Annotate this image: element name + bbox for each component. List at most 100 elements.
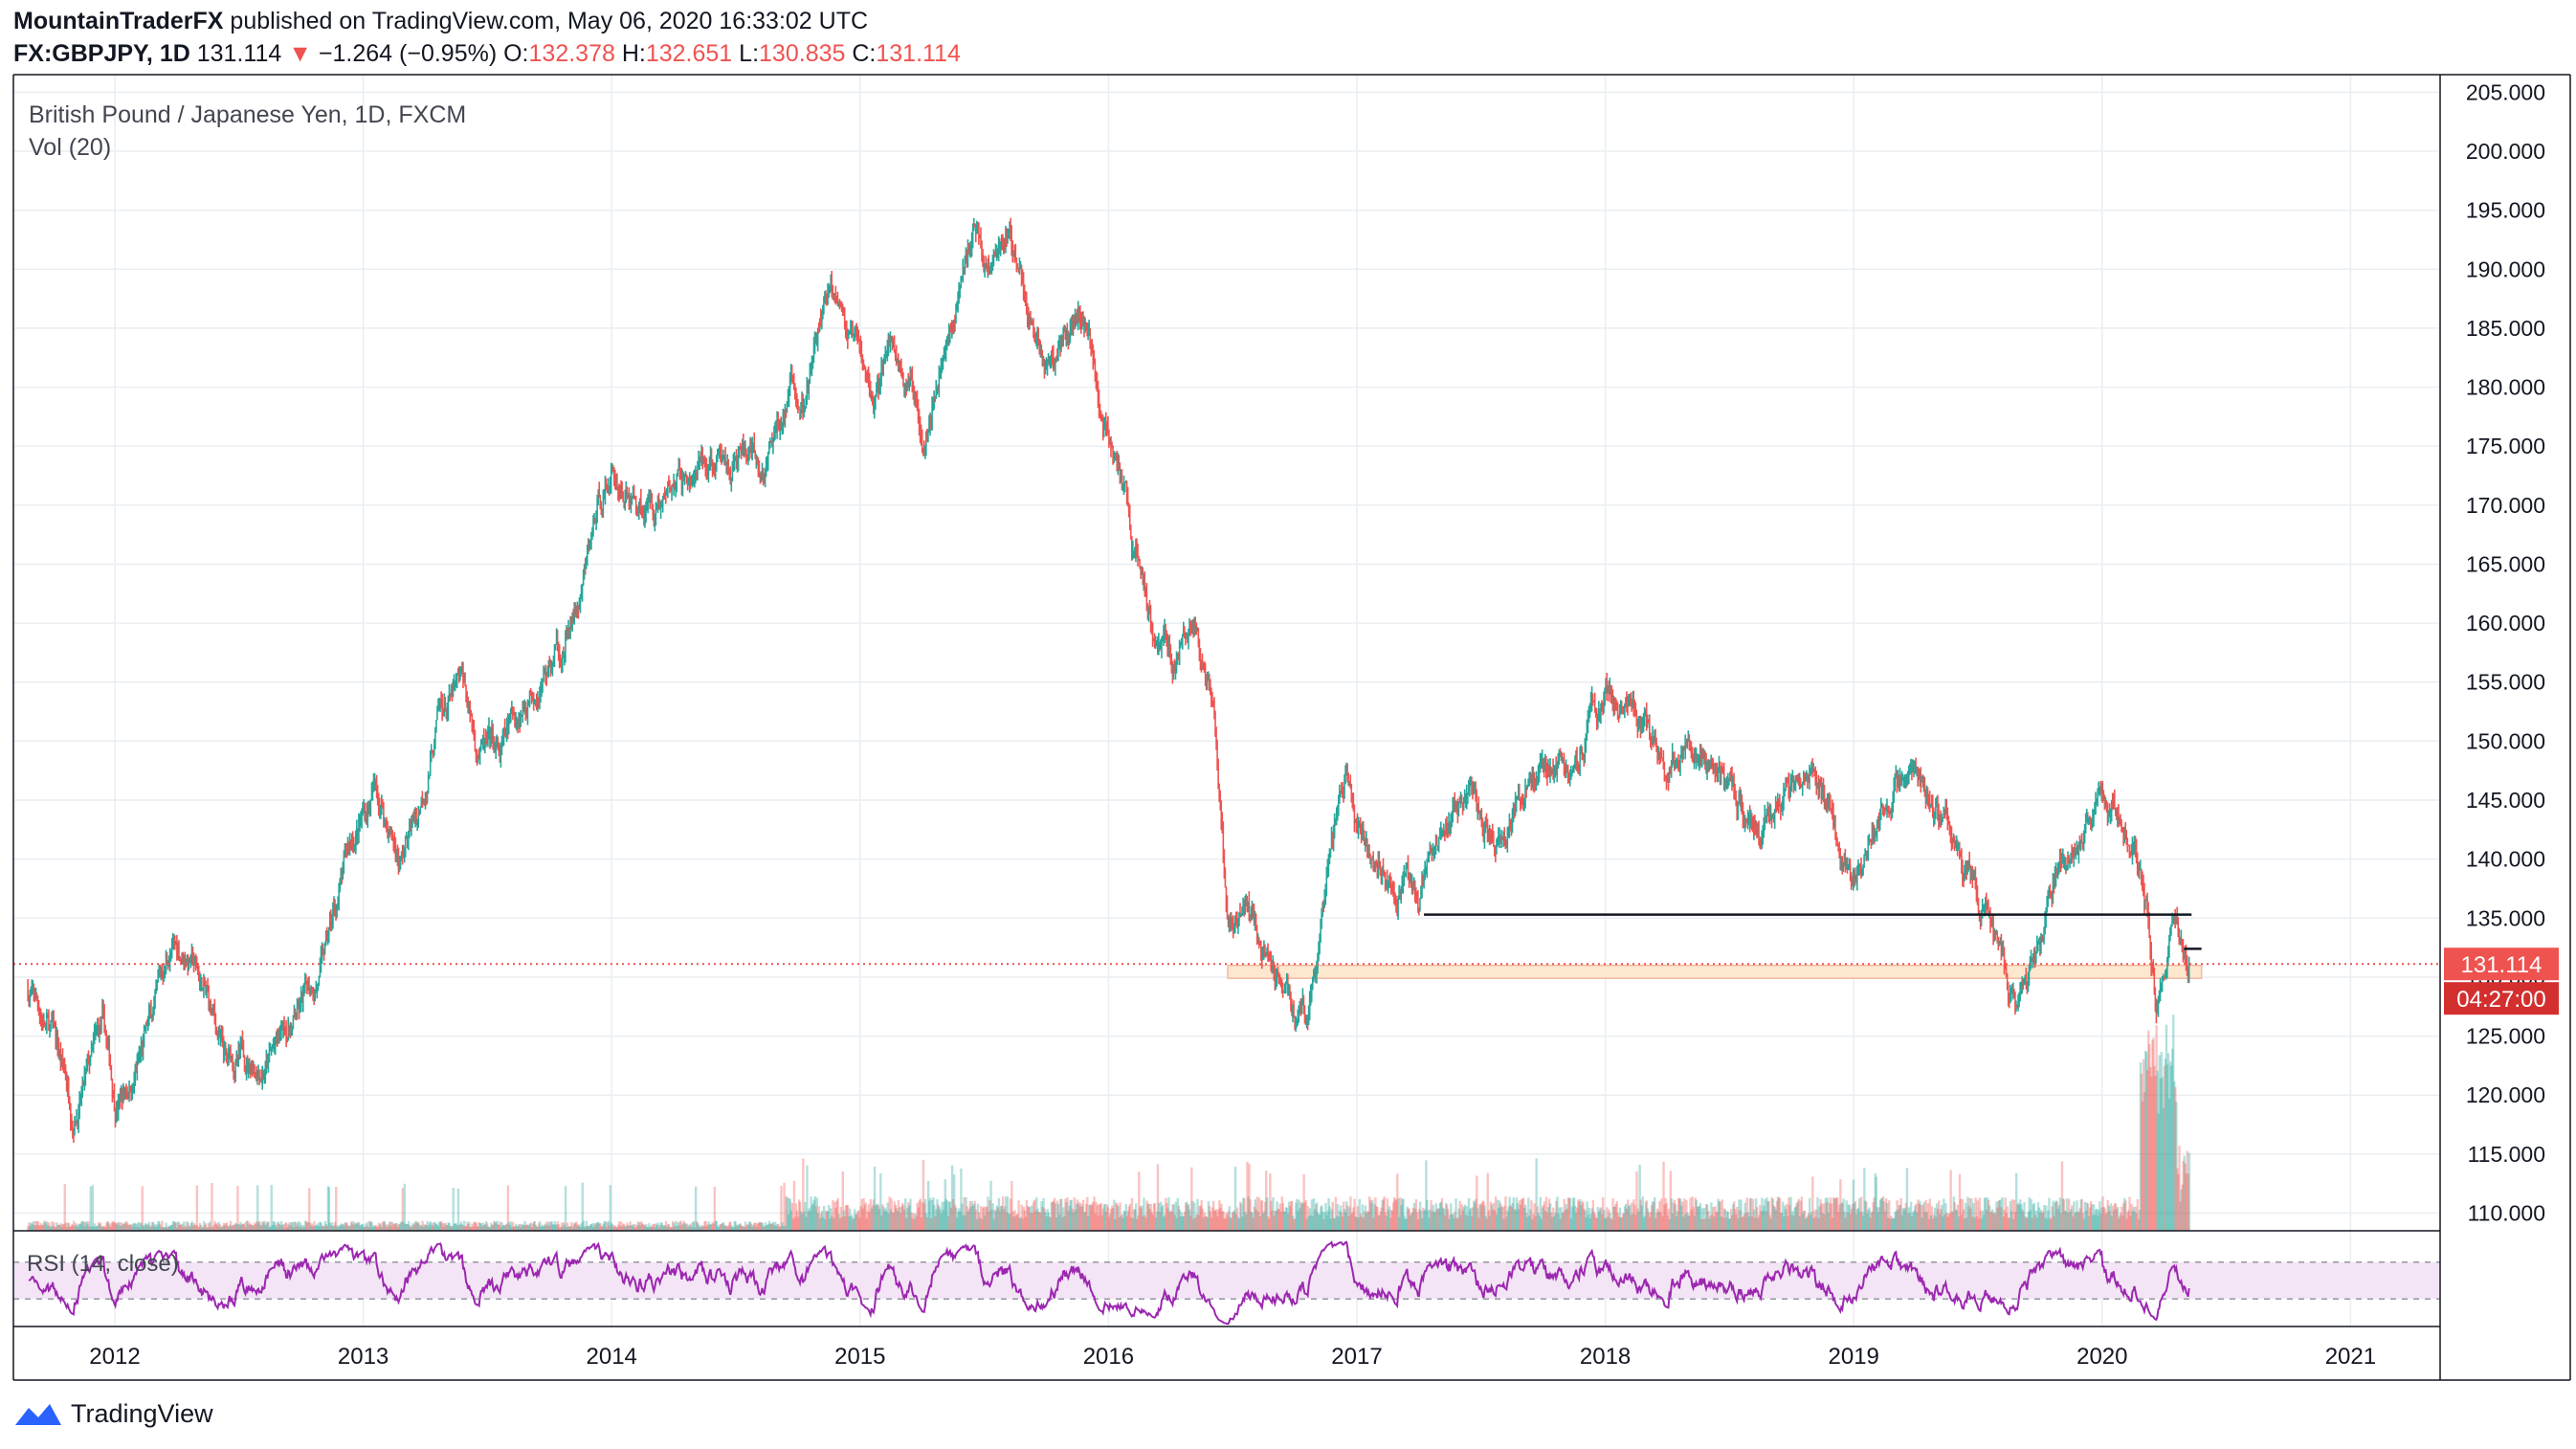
volume-bar [1487, 1210, 1490, 1231]
volume-bar [1232, 1211, 1235, 1231]
volume-bar [395, 1222, 398, 1231]
price-tick-label: 200.000 [2466, 139, 2545, 164]
volume-bar [616, 1224, 620, 1231]
volume-bar [1547, 1198, 1551, 1231]
volume-bar [1647, 1212, 1651, 1231]
volume-bar [301, 1225, 305, 1231]
volume-bar [856, 1211, 859, 1231]
volume-bar [600, 1226, 603, 1231]
volume-bar [1141, 1205, 1144, 1231]
volume-bar [167, 1225, 170, 1231]
volume-bar [1760, 1211, 1763, 1231]
volume-bar [534, 1224, 538, 1231]
volume-bar [1168, 1212, 1171, 1231]
volume-bar [1895, 1210, 1898, 1231]
volume-bar [1260, 1200, 1264, 1231]
volume-bar [746, 1225, 750, 1231]
volume-bar [87, 1221, 90, 1231]
volume-bar [2060, 1161, 2064, 1231]
volume-bar [1047, 1212, 1050, 1231]
volume-bar [960, 1168, 963, 1231]
volume-bar [711, 1221, 714, 1231]
volume-bar [401, 1188, 405, 1231]
time-axis[interactable]: 2012 2013 2014 2015 2016 2017 2018 2019 2020 2021 [89, 1344, 2376, 1370]
volume-bar [1236, 1216, 1240, 1231]
volume-bar [766, 1224, 770, 1231]
volume-bar [396, 1226, 399, 1231]
volume-bar [1390, 1210, 1394, 1231]
volume-bar [196, 1226, 200, 1231]
legend-title[interactable]: British Pound / Japanese Yen, 1D, FXCM [29, 101, 466, 128]
volume-bar [1665, 1203, 1668, 1231]
volume-bar [428, 1223, 432, 1231]
volume-bar [672, 1220, 675, 1231]
volume-bar [1587, 1215, 1589, 1231]
volume-bar [300, 1227, 304, 1231]
volume-bar [449, 1225, 452, 1231]
volume-bar [1951, 1212, 1954, 1231]
volume-bar [981, 1218, 984, 1231]
volume-bar [1015, 1214, 1018, 1231]
chart-area[interactable]: 110.000115.000120.000125.000130.000135.0… [0, 0, 2576, 1388]
volume-bar [1105, 1204, 1109, 1231]
volume-bar [843, 1216, 847, 1231]
volume-bar [491, 1225, 494, 1231]
legend-rsi[interactable]: RSI (14, close) [27, 1251, 179, 1277]
publisher-name[interactable]: MountainTraderFX [13, 8, 224, 34]
volume-bar [380, 1227, 384, 1231]
volume-bar [710, 1224, 713, 1231]
volume-bar [1248, 1164, 1251, 1231]
legend-volume[interactable]: Vol (20) [29, 134, 111, 161]
volume-bar [382, 1220, 386, 1231]
volume-bar [966, 1212, 969, 1231]
volume-bar [1522, 1207, 1526, 1231]
price-tick-label: 115.000 [2468, 1142, 2545, 1167]
volume-bar [499, 1221, 501, 1231]
volume-bar [517, 1226, 520, 1231]
footer-brand[interactable]: TradingView [13, 1399, 213, 1429]
volume-bar [1857, 1197, 1861, 1231]
volume-bar [362, 1224, 365, 1231]
volume-bar [1843, 1212, 1846, 1231]
volume-bar [107, 1221, 110, 1231]
price-axis[interactable]: 110.000115.000120.000125.000130.000135.0… [2466, 79, 2545, 1225]
volume-bar [266, 1221, 269, 1231]
volume-bar [589, 1224, 593, 1231]
volume-bar [778, 1227, 781, 1231]
volume-bar [1500, 1206, 1503, 1231]
volume-bar [1526, 1216, 1529, 1231]
volume-bar [973, 1200, 977, 1231]
volume-bar [1908, 1213, 1912, 1231]
volume-bar [102, 1225, 105, 1231]
volume-bar [719, 1224, 722, 1231]
volume-bar [276, 1222, 279, 1231]
volume-bar [1796, 1201, 1799, 1231]
volume-bar [805, 1216, 808, 1231]
symbol-label[interactable]: FX:GBPJPY, 1D [13, 40, 190, 67]
volume-bar [809, 1211, 811, 1231]
volume-bar [673, 1222, 676, 1231]
volume-bar [1666, 1215, 1669, 1231]
volume-bar [1352, 1207, 1355, 1231]
volume-bar [1746, 1212, 1750, 1231]
volume-bar [1408, 1208, 1410, 1231]
volume-bar [433, 1223, 437, 1231]
volume-bar [1578, 1201, 1581, 1231]
volume-bar [1128, 1203, 1132, 1231]
volume-bar [2045, 1205, 2048, 1231]
volume-bar [730, 1225, 733, 1231]
volume-bar [2055, 1201, 2058, 1231]
volume-bar [381, 1221, 385, 1231]
support-zone[interactable] [1227, 964, 2203, 979]
volume-bar [2030, 1198, 2032, 1231]
volume-bar [1913, 1210, 1916, 1231]
volume-bar [147, 1221, 151, 1231]
volume-bar [630, 1225, 633, 1231]
volume-bar [909, 1198, 912, 1231]
volume-bar [1259, 1200, 1263, 1231]
volume-bar [655, 1224, 658, 1231]
volume-bar [1723, 1209, 1727, 1231]
volume-bar [782, 1226, 785, 1231]
volume-bar [1674, 1204, 1677, 1231]
volume-bar [286, 1227, 289, 1231]
